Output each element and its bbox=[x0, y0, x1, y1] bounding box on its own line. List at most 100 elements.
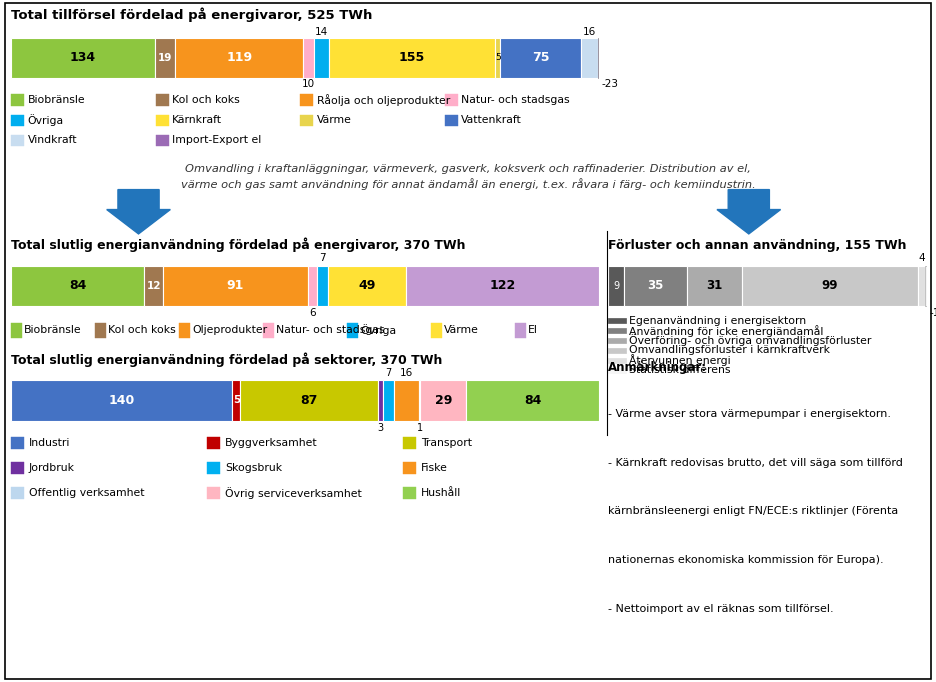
Bar bbox=[11, 94, 24, 106]
Bar bbox=[155, 38, 175, 78]
Bar bbox=[501, 38, 581, 78]
Text: Offentlig verksamhet: Offentlig verksamhet bbox=[29, 488, 144, 498]
Text: Fiske: Fiske bbox=[421, 463, 447, 473]
Text: 75: 75 bbox=[532, 51, 549, 65]
Text: 7: 7 bbox=[385, 368, 391, 378]
Text: Industri: Industri bbox=[29, 438, 70, 448]
Text: 19: 19 bbox=[158, 53, 172, 63]
Text: 12: 12 bbox=[147, 281, 161, 291]
Bar bbox=[515, 323, 526, 338]
Bar bbox=[403, 437, 416, 449]
Bar bbox=[925, 266, 936, 306]
Bar bbox=[403, 462, 416, 474]
Bar bbox=[155, 94, 168, 106]
Text: 7: 7 bbox=[319, 254, 326, 263]
Bar bbox=[155, 135, 168, 146]
Text: 5: 5 bbox=[233, 396, 240, 406]
Text: - Värme avser stora värmepumpar i energisektorn.: - Värme avser stora värmepumpar i energi… bbox=[608, 409, 891, 419]
Text: Användning för icke energiändamål: Användning för icke energiändamål bbox=[629, 325, 824, 336]
Text: Råolja och oljeprodukter: Råolja och oljeprodukter bbox=[316, 94, 450, 106]
Text: Anmärkningar:: Anmärkningar: bbox=[608, 361, 708, 374]
Text: Omvandling i kraftanläggningar, värmeverk, gasverk, koksverk och raffinaderier. : Omvandling i kraftanläggningar, värmever… bbox=[185, 164, 751, 174]
Text: Transport: Transport bbox=[421, 438, 472, 448]
Bar bbox=[207, 488, 220, 499]
Bar bbox=[164, 266, 308, 306]
Bar bbox=[155, 115, 168, 125]
Bar bbox=[329, 38, 495, 78]
Text: Omvandlingsförluster i kärnkraftverk: Omvandlingsförluster i kärnkraftverk bbox=[629, 346, 830, 355]
Text: 5: 5 bbox=[495, 53, 501, 63]
Text: Byggverksamhet: Byggverksamhet bbox=[225, 438, 317, 448]
Text: 49: 49 bbox=[358, 280, 375, 293]
Bar bbox=[624, 266, 687, 306]
Bar bbox=[308, 266, 317, 306]
Bar bbox=[347, 323, 358, 338]
Bar bbox=[608, 349, 626, 353]
Bar bbox=[263, 323, 273, 338]
Bar bbox=[144, 266, 164, 306]
Bar bbox=[11, 437, 24, 449]
Text: 6: 6 bbox=[309, 308, 315, 318]
Text: 84: 84 bbox=[524, 394, 541, 407]
Bar bbox=[431, 323, 442, 338]
Text: - Nettoimport av el räknas som tillförsel.: - Nettoimport av el räknas som tillförse… bbox=[608, 604, 834, 614]
Text: 3: 3 bbox=[377, 423, 383, 433]
Text: Total slutlig energianvändning fördelad på sektorer, 370 TWh: Total slutlig energianvändning fördelad … bbox=[11, 353, 443, 367]
Bar bbox=[608, 368, 626, 372]
Text: 91: 91 bbox=[227, 280, 244, 293]
Bar bbox=[405, 266, 599, 306]
Text: Biobränsle: Biobränsle bbox=[24, 325, 81, 335]
Text: Värme: Värme bbox=[316, 115, 352, 125]
Bar bbox=[608, 266, 624, 306]
Text: 4: 4 bbox=[918, 254, 925, 263]
Text: 99: 99 bbox=[822, 280, 838, 293]
Text: Import-Export el: Import-Export el bbox=[172, 136, 261, 145]
Text: 14: 14 bbox=[314, 27, 328, 37]
Text: Kol och koks: Kol och koks bbox=[109, 325, 176, 335]
Text: Förluster och annan användning, 155 TWh: Förluster och annan användning, 155 TWh bbox=[608, 239, 907, 252]
Bar bbox=[175, 38, 303, 78]
Bar bbox=[300, 115, 314, 125]
Bar bbox=[495, 38, 501, 78]
Text: värme och gas samt användning för annat ändamål än energi, t.ex. råvara i färg- : värme och gas samt användning för annat … bbox=[181, 178, 755, 190]
Bar bbox=[445, 94, 458, 106]
Text: Oljeprodukter: Oljeprodukter bbox=[192, 325, 268, 335]
Bar bbox=[598, 38, 622, 78]
Text: 84: 84 bbox=[69, 280, 86, 293]
Bar bbox=[207, 462, 220, 474]
Text: 155: 155 bbox=[399, 51, 425, 65]
Bar bbox=[608, 338, 626, 343]
Bar bbox=[11, 462, 24, 474]
Text: 16: 16 bbox=[583, 27, 596, 37]
Text: El: El bbox=[528, 325, 538, 335]
Text: 31: 31 bbox=[706, 280, 723, 293]
Text: 9: 9 bbox=[613, 281, 620, 291]
Bar bbox=[207, 437, 220, 449]
Bar bbox=[11, 135, 24, 146]
Text: Återvunnen energi: Återvunnen energi bbox=[629, 355, 731, 366]
Bar bbox=[445, 115, 458, 125]
Text: Total slutlig energianvändning fördelad på energivaror, 370 TWh: Total slutlig energianvändning fördelad … bbox=[11, 238, 466, 252]
Bar bbox=[378, 381, 383, 421]
Text: Egenanvändning i energisektorn: Egenanvändning i energisektorn bbox=[629, 316, 806, 325]
Bar bbox=[419, 381, 420, 421]
Text: Överföring- och övriga omvandlingsförluster: Överföring- och övriga omvandlingsförlus… bbox=[629, 335, 871, 346]
Text: - Kärnkraft redovisas brutto, det vill säga som tillförd: - Kärnkraft redovisas brutto, det vill s… bbox=[608, 458, 903, 467]
Text: Kol och koks: Kol och koks bbox=[172, 95, 240, 105]
Bar bbox=[11, 488, 24, 499]
Text: Vattenkraft: Vattenkraft bbox=[461, 115, 522, 125]
Text: 1: 1 bbox=[417, 423, 423, 433]
Text: Statistisk differens: Statistisk differens bbox=[629, 366, 731, 375]
Text: 16: 16 bbox=[400, 368, 413, 378]
Bar bbox=[303, 38, 314, 78]
Bar bbox=[179, 323, 190, 338]
Text: 122: 122 bbox=[490, 280, 516, 293]
Bar bbox=[11, 266, 144, 306]
Text: Jordbruk: Jordbruk bbox=[29, 463, 75, 473]
Text: Skogsbruk: Skogsbruk bbox=[225, 463, 282, 473]
Bar bbox=[11, 323, 22, 338]
Bar bbox=[608, 358, 626, 363]
Text: Övriga: Övriga bbox=[28, 115, 64, 126]
Text: 119: 119 bbox=[227, 51, 252, 65]
Text: 35: 35 bbox=[648, 280, 664, 293]
